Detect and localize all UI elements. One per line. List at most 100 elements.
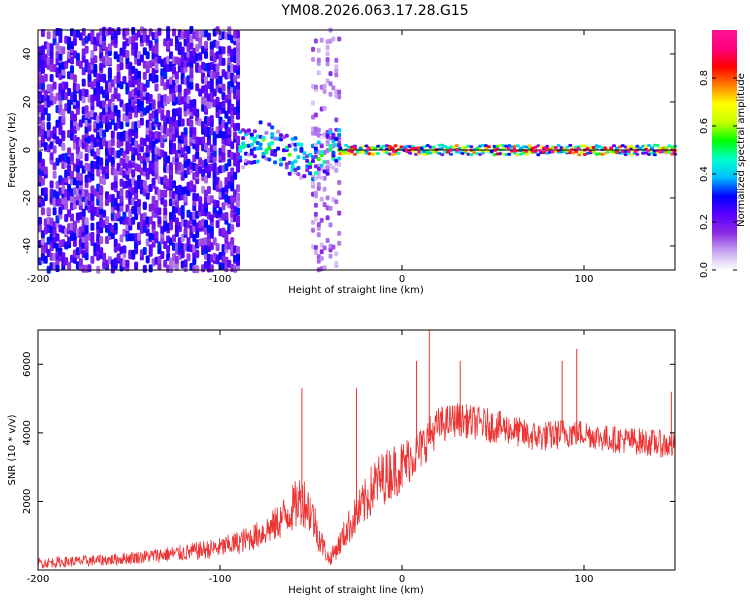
- spectrogram-cell: [206, 32, 211, 41]
- spectrogram-cell: [227, 158, 232, 167]
- spectrogram-cell: [249, 132, 254, 137]
- spectrogram-cell: [612, 144, 616, 148]
- spectrogram-cell: [93, 64, 98, 72]
- colorbar-tick-label: 0.8: [699, 70, 710, 86]
- spectrogram-cell: [43, 106, 48, 115]
- spectrogram-cell: [75, 83, 80, 92]
- spectrogram-cell: [189, 119, 194, 128]
- spectrogram-cell: [90, 232, 95, 240]
- spectrogram-cell: [204, 175, 208, 184]
- carrier-peak: [455, 148, 459, 152]
- carrier-peak: [672, 150, 676, 154]
- spectrogram-cell: [58, 52, 63, 61]
- spectrogram-cell: [325, 57, 330, 63]
- spectrogram-cell: [451, 145, 456, 149]
- y-tick-label: 6000: [22, 352, 33, 377]
- spectrogram-cell: [238, 155, 243, 160]
- spectrogram-cell: [72, 220, 77, 229]
- carrier-peak: [544, 148, 548, 152]
- spectrogram-cell: [166, 155, 171, 164]
- spectrogram-cell: [565, 145, 570, 149]
- spectrogram-cell: [145, 79, 150, 88]
- spectrogram-cell: [325, 215, 330, 221]
- spectrogram-cell: [96, 92, 101, 101]
- spectrogram-cell: [270, 125, 275, 130]
- spectrogram-cell: [293, 159, 298, 164]
- spectrogram-cell: [142, 28, 147, 37]
- spectrogram-cell: [40, 81, 45, 90]
- carrier-peak: [366, 148, 370, 151]
- spectrogram-cell: [227, 91, 232, 100]
- spectrogram-cell: [125, 56, 130, 65]
- spectrogram-cell: [40, 237, 45, 245]
- spectrogram-cell: [52, 207, 57, 216]
- spectrogram-cell: [661, 146, 666, 150]
- x-tick-label: -200: [27, 574, 50, 585]
- spectrogram-cell: [64, 81, 69, 90]
- spectrogram-cell: [139, 54, 144, 63]
- spectrogram-cell: [177, 107, 182, 116]
- spectrogram-cell: [478, 152, 483, 156]
- spectrogram-cell: [137, 199, 141, 207]
- spectrogram-cell: [105, 216, 109, 225]
- spectrogram-cell: [145, 51, 150, 60]
- spectrogram-cell: [221, 46, 226, 55]
- spectrogram-cell: [134, 261, 139, 270]
- spectrogram-cell: [38, 151, 42, 160]
- spectrogram-cell: [116, 27, 121, 36]
- spectrogram-cell: [46, 121, 51, 130]
- spectrogram-cell: [305, 159, 310, 163]
- spectrogram-cell: [221, 83, 226, 92]
- spectrogram-cell: [325, 61, 330, 67]
- spectrogram-cell: [72, 37, 77, 46]
- spectrogram-cell: [151, 177, 156, 186]
- spectrogram-cell: [334, 72, 339, 78]
- spectrogram-cell: [591, 146, 596, 149]
- spectrogram-cell: [40, 29, 45, 37]
- spectrogram-cell: [328, 71, 333, 77]
- carrier-peak: [353, 146, 357, 150]
- spectrogram-cell: [331, 244, 336, 250]
- spectrogram-cell: [72, 255, 77, 264]
- spectrogram-cell: [177, 91, 182, 100]
- spectrogram-cell: [337, 128, 342, 133]
- spectrogram-cell: [81, 28, 86, 36]
- spectrogram-cell: [142, 201, 147, 210]
- spectrogram-cell: [61, 46, 66, 55]
- spectrogram-cell: [154, 231, 159, 240]
- spectrogram-cell: [574, 150, 579, 154]
- spectrogram-cell: [99, 225, 104, 234]
- carrier-peak: [621, 150, 625, 154]
- spectrogram-cell: [58, 35, 63, 43]
- spectrogram-cell: [322, 83, 327, 89]
- spectrogram-cell: [87, 264, 92, 273]
- spectrogram-cell: [70, 170, 74, 179]
- spectrogram-cell: [337, 132, 342, 137]
- spectrogram-cell: [180, 118, 185, 127]
- spectrogram-cell: [236, 30, 240, 39]
- spectrogram-cell: [221, 144, 226, 153]
- spectrogram-cell: [431, 145, 436, 149]
- spectrogram-cell: [116, 71, 121, 80]
- spectrogram-cell: [495, 144, 500, 148]
- spectrogram-cell: [641, 144, 646, 148]
- spectrogram-cell: [183, 137, 188, 146]
- spectrogram-cell: [580, 144, 584, 148]
- spectrogram-cell: [364, 144, 369, 148]
- spectrogram-cell: [284, 133, 289, 138]
- spectrogram-cell: [163, 199, 168, 208]
- spectrogram-cell: [387, 145, 392, 148]
- spectrogram-cell: [542, 151, 547, 155]
- spectrogram-cell: [180, 46, 185, 55]
- spectrogram-cell: [122, 211, 127, 220]
- spectrogram-cell: [40, 177, 45, 186]
- spectrogram-cell: [169, 162, 173, 171]
- spectrogram-cell: [78, 151, 83, 160]
- spectrogram-cell: [515, 144, 520, 148]
- spectrogram-cell: [328, 222, 333, 228]
- spectrogram-cell: [308, 165, 313, 169]
- spectrogram-cell: [322, 105, 327, 111]
- spectrogram-cell: [84, 89, 89, 98]
